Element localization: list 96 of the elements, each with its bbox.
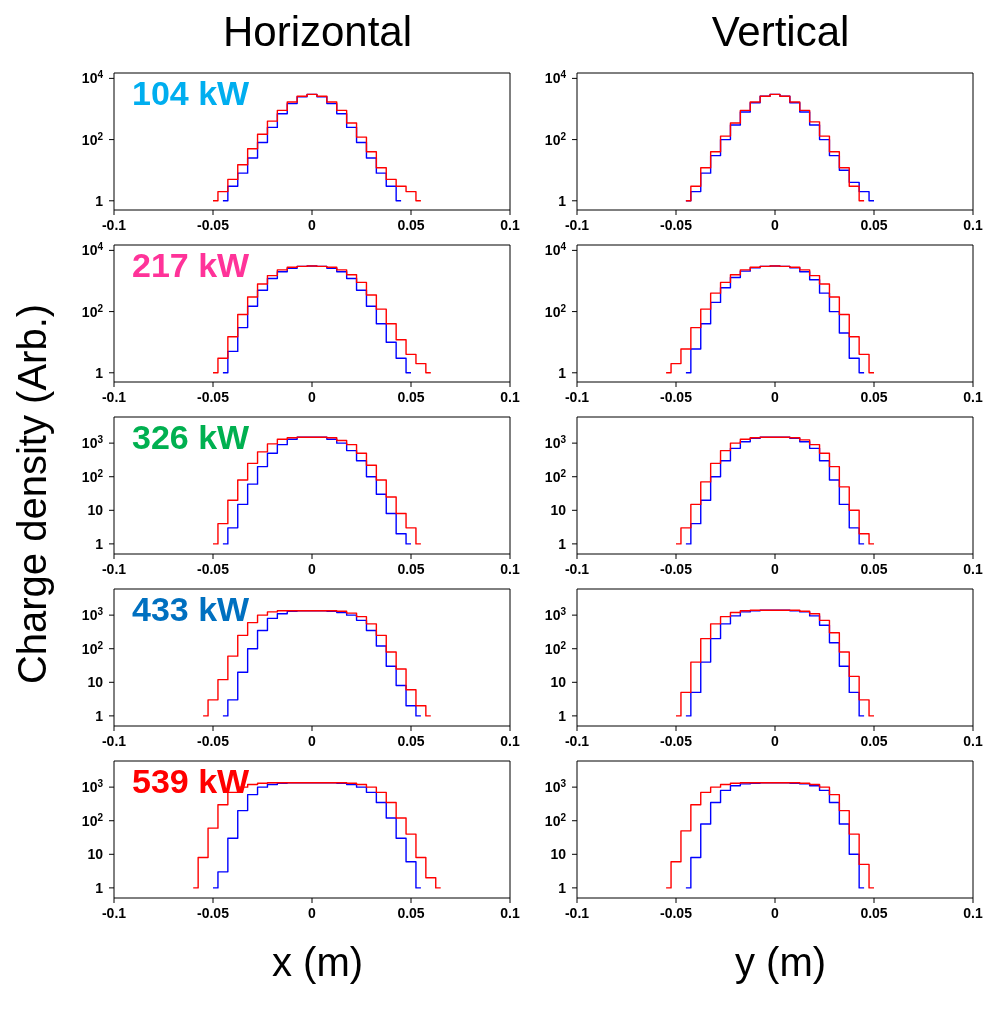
y-tick-label: 10$^{3}$: [81, 433, 104, 452]
y-tick-label: 10: [87, 846, 104, 863]
y-tick-label: 10$^{3}$: [544, 433, 567, 452]
x-tick-label: 0.05: [860, 217, 888, 233]
x-tick-label: 0.05: [860, 389, 888, 405]
x-tick-label: -0.05: [660, 905, 693, 921]
y-tick-label: 10: [550, 502, 567, 519]
x-tick-label: -0.05: [660, 733, 693, 749]
x-tick-label: -0.05: [197, 905, 230, 921]
x-tick-label: 0.1: [500, 217, 520, 233]
x-tick-label: -0.1: [564, 905, 590, 921]
y-tick-label: 1: [95, 535, 104, 552]
x-tick-label: 0.1: [500, 561, 520, 577]
x-tick-label: 0: [771, 905, 780, 921]
x-tick-label: 0.1: [963, 561, 983, 577]
x-tick-label: -0.05: [660, 217, 693, 233]
y-tick-label: 1: [558, 707, 567, 724]
x-tick-label: -0.1: [564, 733, 590, 749]
x-tick-label: -0.05: [197, 561, 230, 577]
y-tick-label: 1: [558, 192, 567, 209]
y-tick-label: 10$^{3}$: [81, 605, 104, 624]
annotation: 326 kW: [132, 418, 250, 457]
y-tick-label: 10$^{4}$: [544, 68, 567, 87]
x-tick-label: 0: [771, 389, 780, 405]
y-tick-label: 1: [95, 192, 104, 209]
y-tick-label: 10$^{4}$: [544, 240, 567, 259]
x-tick-label: 0.1: [963, 389, 983, 405]
x-tick-label: 0.05: [397, 561, 425, 577]
annotation: 539 kW: [132, 762, 250, 801]
y-tick-label: 10$^{2}$: [544, 302, 567, 320]
x-tick-label: 0.1: [963, 733, 983, 749]
y-tick-label: 10$^{2}$: [544, 467, 567, 485]
y-tick-label: 1: [95, 364, 104, 381]
y-tick-label: 10$^{2}$: [81, 639, 104, 657]
y-tick-label: 10$^{2}$: [81, 130, 104, 148]
y-tick-label: 10: [87, 502, 104, 519]
y-tick-label: 10$^{3}$: [544, 777, 567, 796]
chart-title: Horizontal: [221, 8, 414, 56]
x-tick-label: -0.05: [197, 733, 230, 749]
y-tick-label: 10$^{3}$: [544, 605, 567, 624]
annotation: 433 kW: [132, 590, 250, 629]
x-tick-label: 0: [308, 217, 317, 233]
y-tick-label: 10$^{2}$: [544, 639, 567, 657]
x-tick-label: -0.05: [197, 217, 230, 233]
x-tick-label: 0.05: [860, 561, 888, 577]
x-tick-label: -0.1: [564, 389, 590, 405]
x-tick-label: -0.1: [564, 561, 590, 577]
x-tick-label: -0.1: [101, 733, 127, 749]
annotation: 104 kW: [132, 74, 250, 113]
x-tick-label: -0.1: [101, 217, 127, 233]
y-tick-label: 10: [87, 674, 104, 691]
x-tick-label: 0: [771, 217, 780, 233]
x-tick-label: 0.05: [397, 389, 425, 405]
x-tick-label: -0.05: [197, 389, 230, 405]
x-tick-label: 0: [771, 561, 780, 577]
x-tick-label: -0.05: [660, 561, 693, 577]
y-tick-label: 10$^{2}$: [544, 811, 567, 829]
x-tick-label: -0.05: [660, 389, 693, 405]
x-tick-label: -0.1: [564, 217, 590, 233]
x-tick-label: 0.05: [860, 733, 888, 749]
y-tick-label: 10: [550, 846, 567, 863]
x-tick-label: 0.1: [963, 905, 983, 921]
y-tick-label: 1: [558, 364, 567, 381]
x-tick-label: -0.1: [101, 905, 127, 921]
x-axis-title: y (m): [733, 940, 828, 985]
x-tick-label: 0.05: [397, 217, 425, 233]
x-tick-label: -0.1: [101, 561, 127, 577]
y-axis-title: Charge density (Arb.): [10, 302, 55, 687]
y-tick-label: 10$^{4}$: [81, 240, 104, 259]
x-tick-label: 0: [771, 733, 780, 749]
annotation: 217 kW: [132, 246, 250, 285]
y-tick-label: 1: [558, 535, 567, 552]
y-tick-label: 1: [558, 879, 567, 896]
y-tick-label: 10$^{2}$: [81, 467, 104, 485]
y-tick-label: 10$^{2}$: [81, 302, 104, 320]
x-tick-label: 0.1: [500, 733, 520, 749]
x-tick-label: 0.05: [860, 905, 888, 921]
x-tick-label: -0.1: [101, 389, 127, 405]
x-tick-label: 0.05: [397, 905, 425, 921]
y-tick-label: 10$^{4}$: [81, 68, 104, 87]
y-tick-label: 10$^{2}$: [81, 811, 104, 829]
x-tick-label: 0: [308, 733, 317, 749]
x-tick-label: 0.1: [500, 905, 520, 921]
x-tick-label: 0: [308, 389, 317, 405]
chart-title: Vertical: [710, 8, 851, 56]
x-tick-label: 0.1: [500, 389, 520, 405]
x-tick-label: 0.1: [963, 217, 983, 233]
y-tick-label: 10$^{2}$: [544, 130, 567, 148]
x-axis-title: x (m): [270, 940, 365, 985]
y-tick-label: 10$^{3}$: [81, 777, 104, 796]
y-tick-label: 1: [95, 707, 104, 724]
y-tick-label: 1: [95, 879, 104, 896]
x-tick-label: 0: [308, 561, 317, 577]
y-tick-label: 10: [550, 674, 567, 691]
x-tick-label: 0: [308, 905, 317, 921]
x-tick-label: 0.05: [397, 733, 425, 749]
